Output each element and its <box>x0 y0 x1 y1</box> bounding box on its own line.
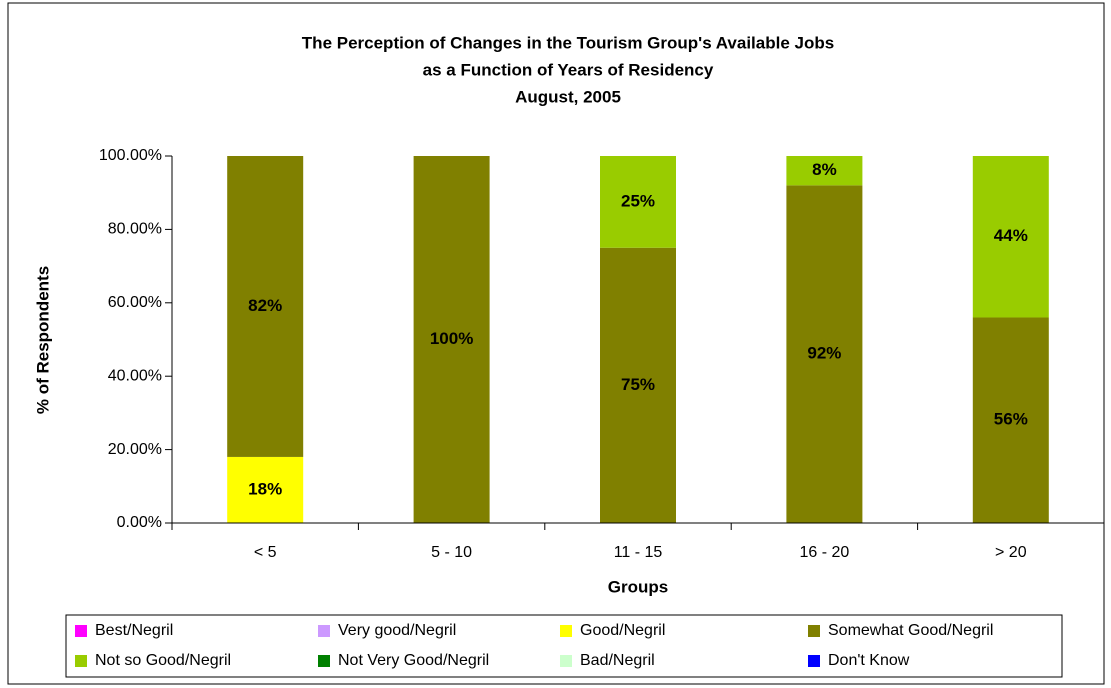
legend-label: Bad/Negril <box>580 652 655 669</box>
legend-swatch <box>808 655 820 667</box>
legend-label: Best/Negril <box>95 622 173 639</box>
x-tick-label: < 5 <box>254 544 277 561</box>
legend-swatch <box>318 655 330 667</box>
x-tick-label: 16 - 20 <box>799 544 849 561</box>
legend-label: Very good/Negril <box>338 622 456 639</box>
legend-label: Not Very Good/Negril <box>338 652 489 669</box>
bar-segment <box>972 317 1049 523</box>
legend-swatch <box>75 625 87 637</box>
legend-label: Don't Know <box>828 652 910 669</box>
chart-border <box>7 2 1105 685</box>
legend-swatch <box>560 625 572 637</box>
data-label: 82% <box>248 296 282 315</box>
data-label: 75% <box>621 375 655 394</box>
bar-segment <box>786 156 863 186</box>
legend-label: Not so Good/Negril <box>95 652 231 669</box>
bar-segment <box>600 247 676 523</box>
y-tick-label: 20.00% <box>108 441 162 458</box>
bar-segment <box>972 156 1049 318</box>
y-tick-label: 80.00% <box>108 221 162 238</box>
data-label: 25% <box>621 191 655 210</box>
y-tick-label: 0.00% <box>117 514 162 531</box>
legend-label: Somewhat Good/Negril <box>828 622 993 639</box>
legend-swatch <box>75 655 87 667</box>
x-tick-label: 11 - 15 <box>614 544 663 561</box>
data-label: 92% <box>807 344 841 363</box>
bar-segment <box>413 156 490 523</box>
data-label: 18% <box>248 479 282 498</box>
data-label: 56% <box>994 410 1028 429</box>
legend-swatch <box>808 625 820 637</box>
legend-label: Good/Negril <box>580 622 665 639</box>
legend-swatch <box>560 655 572 667</box>
data-label: 100% <box>430 329 473 348</box>
y-tick-label: 100.00% <box>99 147 162 164</box>
chart-date: August, 2005 <box>515 87 621 106</box>
data-label: 8% <box>812 160 837 179</box>
bar-segment <box>227 456 304 523</box>
y-tick-label: 60.00% <box>108 294 162 311</box>
bar-segment <box>227 156 304 457</box>
chart-title: The Perception of Changes in the Tourism… <box>302 33 834 52</box>
y-axis-title: % of Respondents <box>33 266 52 414</box>
bar-segment <box>786 185 863 524</box>
legend-swatch <box>318 625 330 637</box>
data-label: 44% <box>994 226 1028 245</box>
y-tick-label: 40.00% <box>108 367 162 384</box>
x-axis-title: Groups <box>608 577 668 596</box>
chart-subtitle: as a Function of Years of Residency <box>423 60 714 79</box>
bar-segment <box>600 156 676 248</box>
x-tick-label: 5 - 10 <box>431 544 472 561</box>
x-tick-label: > 20 <box>995 544 1027 561</box>
